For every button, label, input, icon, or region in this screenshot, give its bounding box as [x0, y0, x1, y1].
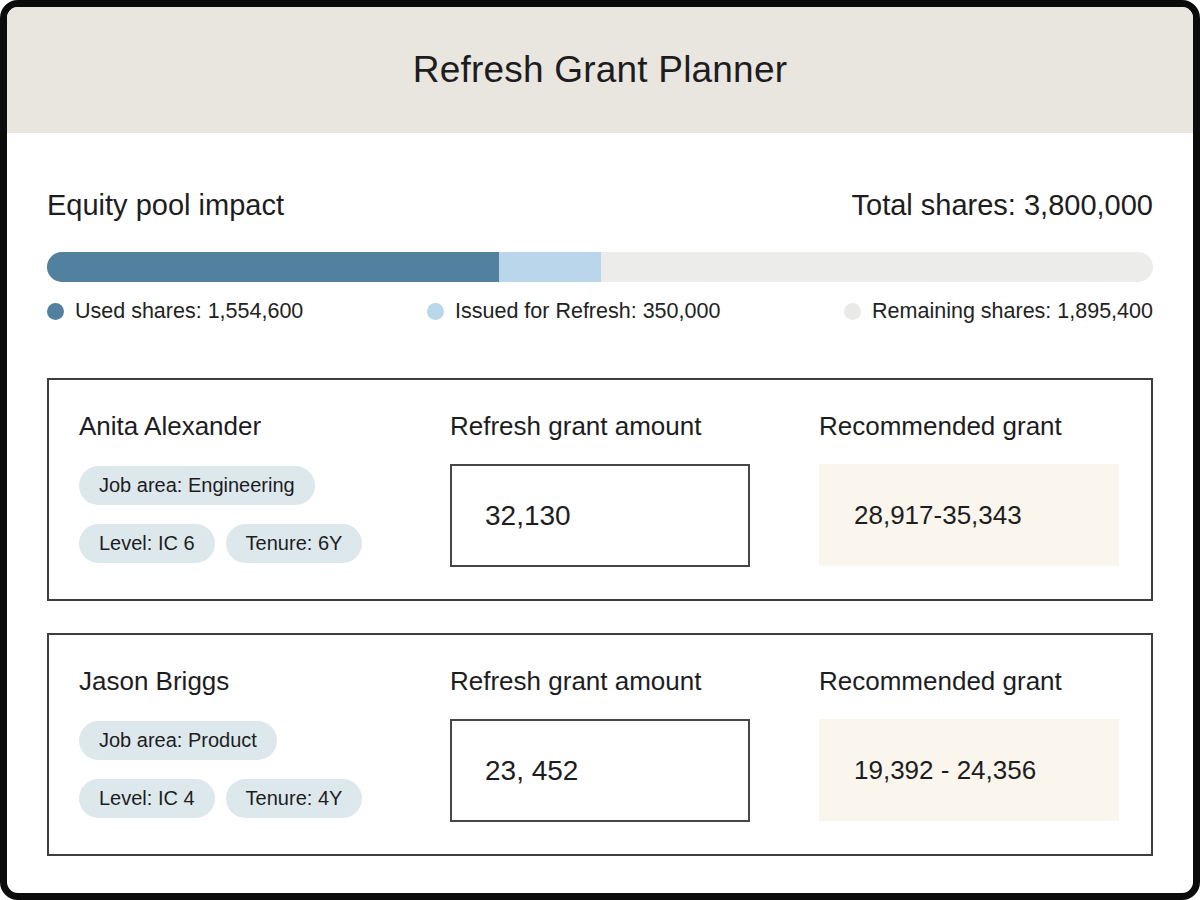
legend-issued-label: Issued for Refresh: 350,000: [455, 299, 720, 324]
equity-legend: Used shares: 1,554,600 Issued for Refres…: [47, 299, 1153, 324]
recommended-grant-label: Recommended grant: [819, 411, 1121, 442]
used-shares-dot-icon: [47, 303, 64, 320]
legend-item-remaining: Remaining shares: 1,895,400: [844, 299, 1153, 324]
recommended-grant-range: 28,917-35,343: [819, 464, 1119, 566]
employee-card: Jason Briggs Job area: Product Level: IC…: [47, 633, 1153, 856]
employee-name: Jason Briggs: [79, 666, 450, 697]
recommended-grant-column: Recommended grant 28,917-35,343: [819, 411, 1121, 599]
job-area-chip: Job area: Engineering: [79, 466, 315, 505]
remaining-shares-dot-icon: [844, 303, 861, 320]
chip-row: Level: IC 6 Tenure: 6Y: [79, 524, 362, 563]
page-title: Refresh Grant Planner: [413, 49, 787, 91]
grant-input-column: Refresh grant amount: [450, 411, 819, 599]
main-content: Equity pool impact Total shares: 3,800,0…: [7, 189, 1193, 856]
chip-row: Level: IC 4 Tenure: 4Y: [79, 779, 362, 818]
legend-used-label: Used shares: 1,554,600: [75, 299, 303, 324]
equity-pool-bar: [47, 252, 1153, 282]
equity-section-heading: Equity pool impact: [47, 189, 284, 222]
employee-name: Anita Alexander: [79, 411, 450, 442]
refresh-grant-amount-input[interactable]: [450, 719, 750, 822]
employee-chips: Job area: Product Level: IC 4 Tenure: 4Y: [79, 721, 450, 818]
level-chip: Level: IC 4: [79, 779, 215, 818]
employee-info-column: Anita Alexander Job area: Engineering Le…: [79, 411, 450, 599]
bar-issued-segment: [499, 252, 601, 282]
bar-used-segment: [47, 252, 499, 282]
tenure-chip: Tenure: 6Y: [226, 524, 363, 563]
app-window: Refresh Grant Planner Equity pool impact…: [0, 0, 1200, 900]
refresh-grant-amount-input[interactable]: [450, 464, 750, 567]
level-chip: Level: IC 6: [79, 524, 215, 563]
issued-shares-dot-icon: [427, 303, 444, 320]
refresh-grant-amount-label: Refresh grant amount: [450, 411, 819, 442]
employee-info-column: Jason Briggs Job area: Product Level: IC…: [79, 666, 450, 854]
refresh-grant-amount-label: Refresh grant amount: [450, 666, 819, 697]
recommended-grant-column: Recommended grant 19,392 - 24,356: [819, 666, 1121, 854]
recommended-grant-range: 19,392 - 24,356: [819, 719, 1119, 821]
employee-card: Anita Alexander Job area: Engineering Le…: [47, 378, 1153, 601]
total-shares-value: Total shares: 3,800,000: [852, 189, 1153, 222]
legend-item-used: Used shares: 1,554,600: [47, 299, 303, 324]
recommended-grant-label: Recommended grant: [819, 666, 1121, 697]
employee-chips: Job area: Engineering Level: IC 6 Tenure…: [79, 466, 450, 563]
equity-section-header: Equity pool impact Total shares: 3,800,0…: [47, 189, 1153, 222]
grant-input-column: Refresh grant amount: [450, 666, 819, 854]
job-area-chip: Job area: Product: [79, 721, 277, 760]
tenure-chip: Tenure: 4Y: [226, 779, 363, 818]
header: Refresh Grant Planner: [7, 7, 1193, 133]
legend-remaining-label: Remaining shares: 1,895,400: [872, 299, 1153, 324]
legend-item-issued: Issued for Refresh: 350,000: [427, 299, 720, 324]
